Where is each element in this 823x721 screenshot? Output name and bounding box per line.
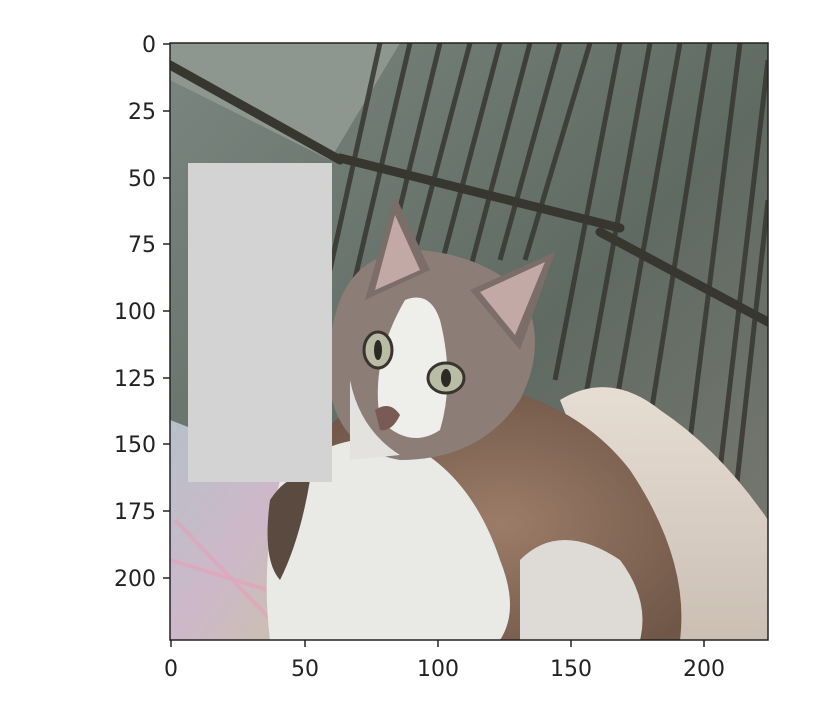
x-tick-label: 150 <box>550 657 592 682</box>
axes-frame <box>169 42 769 641</box>
y-tick-label: 0 <box>142 33 156 58</box>
y-tick-label: 150 <box>114 433 156 458</box>
cat-photo <box>170 43 768 640</box>
x-tick-label: 50 <box>291 657 319 682</box>
y-tick-label: 100 <box>114 300 156 325</box>
y-axis: 0 25 50 75 100 125 150 175 200 <box>114 33 170 592</box>
y-tick-label: 175 <box>114 500 156 525</box>
y-tick-label: 50 <box>128 167 156 192</box>
y-tick-label: 200 <box>114 567 156 592</box>
cage-frame <box>170 60 768 327</box>
x-tick-label: 100 <box>417 657 459 682</box>
occlusion-patch <box>188 163 332 482</box>
x-tick-label: 0 <box>164 657 178 682</box>
x-tick-label: 200 <box>683 657 725 682</box>
cage-bars <box>327 43 768 501</box>
y-tick-label: 25 <box>128 100 156 125</box>
y-tick-label: 125 <box>114 367 156 392</box>
x-axis: 0 50 100 150 200 <box>164 640 725 682</box>
y-tick-label: 75 <box>128 233 156 258</box>
